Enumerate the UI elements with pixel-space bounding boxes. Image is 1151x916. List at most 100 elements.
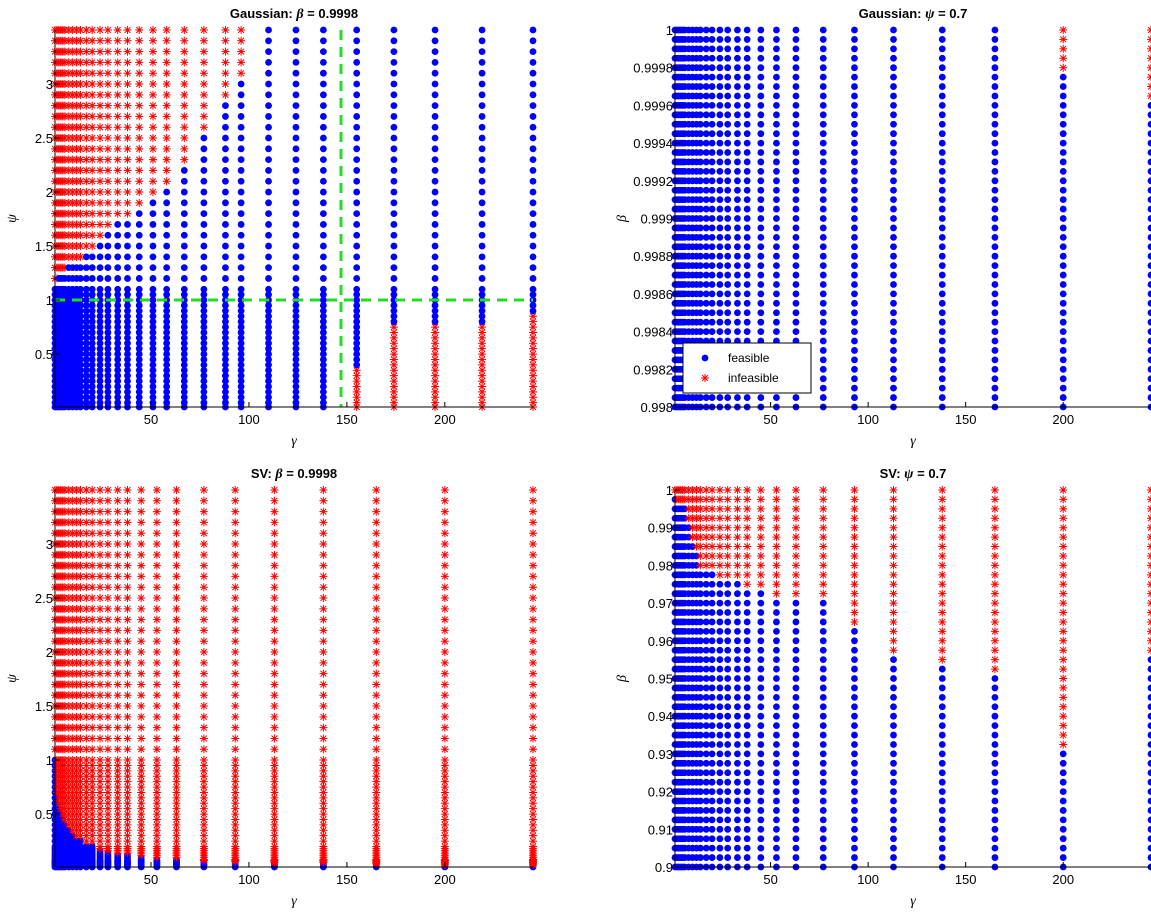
feasible-point (743, 252, 751, 260)
feasible-point (149, 231, 157, 239)
infeasible-point (103, 804, 112, 813)
infeasible-point (529, 810, 537, 819)
feasible-point (114, 221, 122, 228)
infeasible-point (82, 80, 91, 89)
infeasible-point (440, 745, 449, 754)
infeasible-point (180, 36, 189, 45)
feasible-point (702, 825, 710, 833)
feasible-point (724, 590, 732, 598)
infeasible-point (221, 26, 230, 34)
y-tick-label: 1.5 (35, 239, 53, 254)
infeasible-point (76, 101, 85, 110)
feasible-point (200, 145, 208, 153)
infeasible-point (696, 495, 705, 504)
feasible-point (104, 242, 112, 250)
infeasible-point (103, 626, 112, 635)
y-tick-label: 0.9988 (633, 249, 673, 264)
infeasible-point (440, 658, 449, 667)
infeasible-point (270, 723, 279, 732)
feasible-point (757, 26, 765, 34)
feasible-point (163, 383, 171, 390)
feasible-point (708, 580, 716, 588)
infeasible-point (162, 36, 171, 45)
infeasible-point (715, 495, 724, 504)
infeasible-point (772, 561, 781, 570)
infeasible-point (733, 523, 742, 532)
feasible-point (724, 675, 732, 682)
feasible-point (1147, 111, 1151, 119)
feasible-point (743, 646, 751, 654)
infeasible-point (135, 155, 144, 164)
infeasible-point (431, 350, 440, 359)
infeasible-point (135, 166, 144, 175)
infeasible-point (938, 599, 947, 608)
feasible-point (222, 253, 229, 261)
infeasible-point (938, 504, 947, 513)
feasible-point (135, 334, 143, 342)
infeasible-point (113, 198, 122, 207)
feasible-point (819, 609, 827, 616)
feasible-point (938, 92, 946, 100)
infeasible-point (172, 507, 181, 516)
infeasible-point (270, 583, 279, 592)
infeasible-point (372, 810, 381, 819)
feasible-point (757, 83, 765, 90)
infeasible-point (440, 826, 449, 835)
feasible-point (1059, 186, 1067, 194)
infeasible-point (76, 691, 85, 700)
infeasible-point (791, 514, 800, 523)
infeasible-point (440, 712, 449, 721)
infeasible-point (440, 691, 449, 700)
infeasible-point (76, 594, 85, 603)
feasible-point (757, 759, 765, 767)
feasible-point (149, 285, 157, 293)
infeasible-point (440, 799, 449, 808)
y-tick-label: 1 (666, 23, 673, 38)
feasible-point (180, 356, 188, 363)
feasible-point (819, 684, 827, 692)
feasible-point (265, 393, 272, 401)
infeasible-point (82, 123, 91, 132)
feasible-point (702, 205, 710, 213)
infeasible-point (82, 826, 91, 835)
infeasible-point (96, 496, 105, 505)
feasible-point (702, 309, 710, 317)
infeasible-point (889, 570, 898, 579)
infeasible-point (529, 756, 537, 765)
infeasible-point (529, 842, 537, 851)
infeasible-point (82, 231, 91, 240)
feasible-point (819, 26, 827, 34)
infeasible-point (733, 486, 742, 494)
feasible-point (200, 312, 208, 320)
feasible-point (529, 59, 537, 66)
feasible-point (708, 844, 716, 852)
feasible-point (1059, 375, 1067, 383)
infeasible-point (113, 518, 122, 527)
infeasible-point (889, 646, 898, 655)
feasible-point (938, 712, 946, 720)
infeasible-point (819, 523, 828, 532)
feasible-point (1147, 205, 1151, 213)
infeasible-point (123, 842, 132, 851)
feasible-point (819, 854, 827, 861)
infeasible-point (152, 637, 161, 646)
feasible-point (734, 637, 741, 645)
feasible-point (716, 778, 724, 786)
infeasible-point (148, 134, 157, 143)
infeasible-point (96, 220, 105, 229)
infeasible-point (372, 793, 381, 802)
feasible-point (743, 224, 751, 232)
infeasible-point (389, 350, 398, 359)
feasible-point (292, 334, 300, 342)
infeasible-point (123, 648, 132, 657)
infeasible-point (696, 561, 705, 570)
y-tick-label: 2.5 (35, 591, 53, 606)
feasible-point (724, 778, 732, 786)
feasible-point (851, 36, 858, 43)
feasible-point (708, 45, 716, 53)
feasible-point (773, 394, 780, 401)
feasible-point (163, 339, 171, 347)
infeasible-point (88, 745, 97, 754)
feasible-point (773, 759, 780, 767)
infeasible-point (123, 777, 132, 786)
